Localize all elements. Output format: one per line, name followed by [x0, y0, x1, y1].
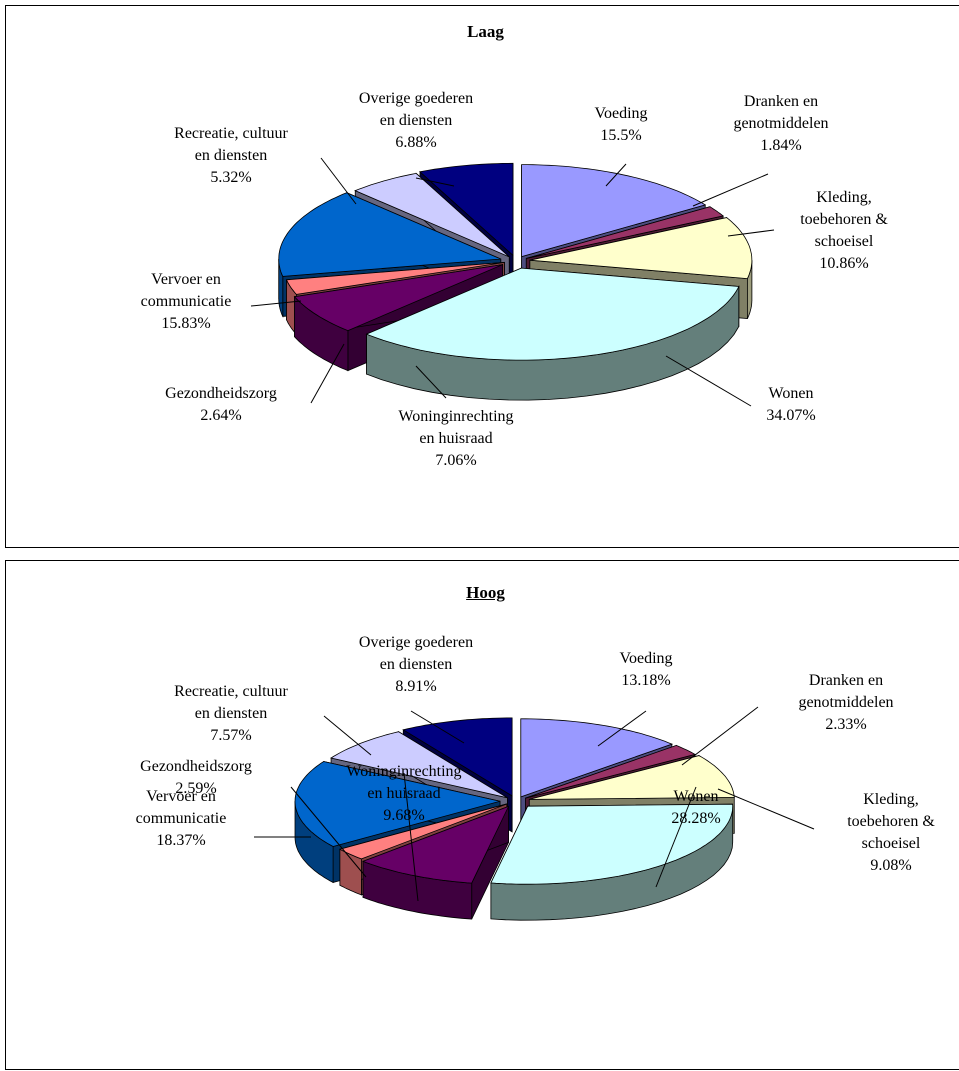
slice-value-label: 18.37% [156, 832, 205, 849]
slice-value-label: 9.68% [383, 807, 424, 824]
chart-title: Laag [467, 22, 504, 41]
slice-category-label: Gezondheidszorg [140, 758, 252, 775]
slice-value-label: 2.64% [200, 407, 241, 424]
slice-value-label: 6.88% [395, 134, 436, 151]
pie-chart-laag: Voeding 15.5% Dranken en genotmiddelen 1.84%… [141, 90, 889, 469]
slice-category-label: Gezondheidszorg [165, 385, 277, 402]
slice-label-vervoer: Vervoer en communicatie 15.83% [141, 271, 302, 332]
leader-line [415, 177, 455, 187]
slice-label-wonen: Wonen 28.28% [655, 786, 721, 888]
leader-line [415, 365, 447, 399]
slice-category-label: schoeisel [815, 233, 874, 250]
leader-line [403, 772, 419, 902]
slice-category-label: en huisraad [419, 430, 492, 447]
leader-line [665, 355, 752, 407]
slice-value-label: 8.91% [395, 678, 436, 695]
slice-value-label: 5.32% [210, 169, 251, 186]
chart-panel-laag: Laag Voeding 15.5% Dranken en genotmiddelen… [5, 5, 959, 548]
slice-label-kleding: Kleding, toebehoren & schoeisel 9.08% [717, 788, 935, 874]
slice-value-label: 34.07% [766, 407, 815, 424]
leader-line [597, 710, 647, 747]
slice-label-recreatie: Recreatie, cultuur en diensten 7.57% [174, 683, 372, 756]
slice-category-label: Overige goederen [359, 634, 473, 651]
leader-line [717, 788, 815, 830]
slice-value-label: 13.18% [621, 672, 670, 689]
slice-category-label: genotmiddelen [733, 115, 828, 132]
slice-category-label: Dranken en [809, 672, 883, 689]
slice-category-label: en diensten [195, 147, 267, 164]
slice-category-label: Voeding [619, 650, 672, 667]
slice-category-label: Woninginrechting [346, 763, 461, 780]
leader-line [323, 715, 372, 756]
slice-category-label: en huisraad [367, 785, 440, 802]
leader-line [410, 710, 465, 744]
leader-line [727, 229, 775, 237]
leader-line [320, 157, 357, 205]
slice-value-label: 7.06% [435, 452, 476, 469]
pie-slice-woninginrichting [361, 805, 510, 920]
slice-category-label: Voeding [594, 105, 647, 122]
slice-label-dranken: Dranken en genotmiddelen 1.84% [692, 93, 829, 207]
slice-category-label: Recreatie, cultuur [174, 683, 288, 700]
slice-category-label: Vervoer en [151, 271, 221, 288]
slice-category-label: Dranken en [744, 93, 818, 110]
slice-label-vervoer: Vervoer en communicatie 18.37% [136, 788, 311, 849]
slice-label-voeding: Voeding 13.18% [597, 650, 673, 747]
slice-value-label: 2.59% [175, 780, 216, 797]
slice-category-label: schoeisel [862, 835, 921, 852]
slice-category-label: genotmiddelen [798, 694, 893, 711]
chart-title: Hoog [466, 583, 505, 602]
slice-category-label: Woninginrechting [398, 408, 513, 425]
slice-category-label: Vervoer en [146, 788, 216, 805]
chart-panel-hoog: Hoog Voeding 13.18% Dranken en genotmiddele… [5, 560, 959, 1070]
pie-chart-hoog: Voeding 13.18% Dranken en genotmiddelen 2.33… [136, 634, 935, 921]
slice-category-label: Recreatie, cultuur [174, 125, 288, 142]
slice-category-label: Kleding, [863, 791, 919, 808]
leader-line [692, 173, 769, 207]
slice-category-label: toebehoren & [800, 211, 888, 228]
leader-line [290, 786, 367, 878]
leader-line [250, 300, 302, 307]
slice-label-recreatie: Recreatie, cultuur en diensten 5.32% [174, 125, 357, 205]
slice-label-wonen: Wonen 34.07% [665, 355, 816, 424]
slice-label-dranken: Dranken en genotmiddelen 2.33% [681, 672, 894, 766]
slice-category-label: en diensten [195, 705, 267, 722]
slice-label-gezondheidszorg: Gezondheidszorg 2.64% [165, 343, 345, 424]
leader-line [605, 163, 627, 187]
slice-category-label: Overige goederen [359, 90, 473, 107]
slice-value-label: 15.5% [600, 127, 641, 144]
slice-label-voeding: Voeding 15.5% [594, 105, 648, 187]
slice-category-label: communicatie [141, 293, 232, 310]
slice-category-label: toebehoren & [847, 813, 935, 830]
slice-category-label: Wonen [769, 385, 814, 402]
pie-slice-wonen [490, 803, 734, 921]
slice-value-label: 7.57% [210, 727, 251, 744]
slice-label-woninginrichting: Woninginrechting en huisraad 7.06% [398, 365, 514, 469]
slice-category-label: Wonen [674, 788, 719, 805]
slice-category-label: en diensten [380, 656, 452, 673]
slice-category-label: communicatie [136, 810, 227, 827]
slice-value-label: 2.33% [825, 716, 866, 733]
slice-label-overige: Overige goederen en diensten 6.88% [359, 90, 473, 187]
leader-line [310, 343, 345, 404]
slice-value-label: 28.28% [671, 810, 720, 827]
slice-category-label: Kleding, [816, 189, 872, 206]
leader-line [655, 786, 697, 888]
slice-label-woninginrichting: Woninginrechting en huisraad 9.68% [346, 763, 462, 902]
slice-value-label: 9.08% [870, 857, 911, 874]
slice-label-overige: Overige goederen en diensten 8.91% [359, 634, 473, 744]
slice-category-label: en diensten [380, 112, 452, 129]
slice-label-gezondheidszorg: Gezondheidszorg 2.59% [140, 758, 367, 878]
slice-label-kleding: Kleding, toebehoren & schoeisel 10.86% [727, 189, 888, 272]
slice-value-label: 1.84% [760, 137, 801, 154]
pie-slice-wonen [365, 267, 740, 401]
slice-value-label: 15.83% [161, 315, 210, 332]
leader-line [681, 706, 759, 766]
slice-value-label: 10.86% [819, 255, 868, 272]
